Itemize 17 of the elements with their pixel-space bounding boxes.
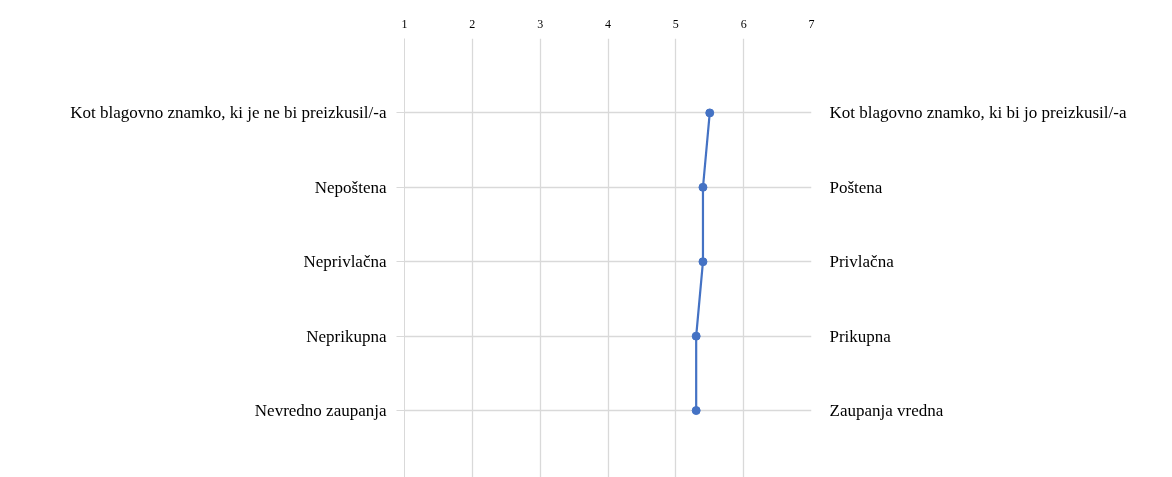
- y2-tick-label: Prikupna: [829, 326, 892, 346]
- y-tick-label: Nepoštena: [314, 177, 387, 197]
- x-tick-label: 1: [401, 16, 408, 31]
- x-tick-label: 3: [537, 16, 544, 31]
- y2-tick-label: Poštena: [829, 177, 883, 197]
- y2-tick-label: Zaupanja vredna: [829, 401, 944, 421]
- y2-tick-label: Kot blagovno znamko, ki bi jo preizkusil/-a: [829, 103, 1127, 123]
- y-tick-label: Neprikupna: [306, 326, 387, 346]
- y-tick-label: Nevredno zaupanja: [254, 401, 387, 421]
- x-tick-label: 2: [469, 16, 476, 31]
- x-tick-label: 6: [740, 16, 747, 31]
- y-tick-label: Neprivlačna: [303, 252, 387, 272]
- x-tick-label: 4: [605, 16, 611, 31]
- x-tick-label: 7: [808, 16, 815, 31]
- y2-tick-label: Privlačna: [829, 252, 895, 272]
- x-tick-label: 5: [672, 16, 679, 31]
- y-tick-label: Kot blagovno znamko, ki je ne bi preizkusil/-a: [70, 103, 387, 123]
